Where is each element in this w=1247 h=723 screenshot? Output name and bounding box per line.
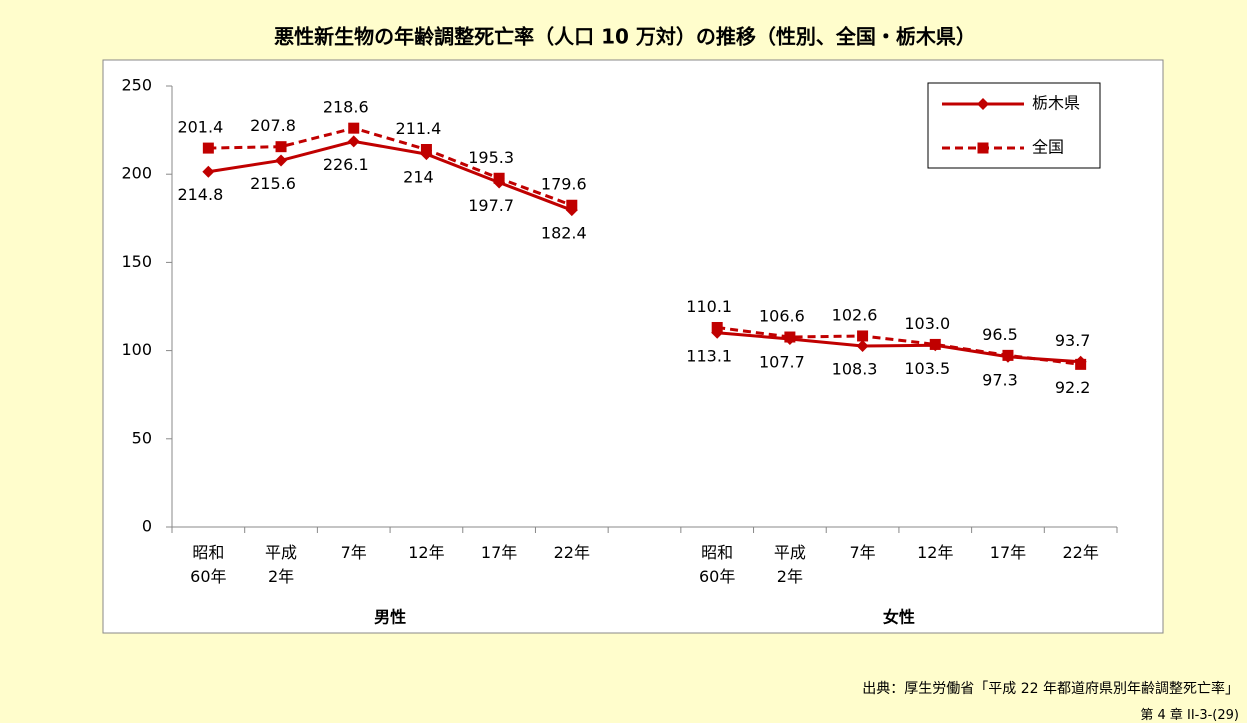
data-label: 96.5 bbox=[982, 325, 1018, 344]
data-label: 218.6 bbox=[323, 98, 369, 117]
x-tick-label: 12年 bbox=[408, 543, 445, 562]
legend-box bbox=[927, 82, 1101, 169]
marker bbox=[202, 142, 214, 154]
marker bbox=[977, 142, 989, 154]
page-number: 第 4 章 II-3-(29) bbox=[1140, 708, 1239, 723]
x-tick-label: 7年 bbox=[849, 543, 876, 562]
marker bbox=[1002, 349, 1014, 361]
marker bbox=[202, 165, 215, 178]
data-label: 110.1 bbox=[686, 297, 732, 316]
data-label: 195.3 bbox=[468, 148, 514, 167]
marker bbox=[929, 338, 941, 350]
group-label: 男性 bbox=[374, 608, 406, 627]
data-label: 103.0 bbox=[904, 314, 950, 333]
data-label: 197.7 bbox=[468, 196, 514, 215]
x-tick-label: 平成 2年 bbox=[265, 543, 298, 586]
marker bbox=[784, 331, 796, 343]
data-label: 214 bbox=[403, 168, 434, 187]
group-label: 女性 bbox=[883, 608, 915, 627]
marker bbox=[1075, 358, 1087, 370]
x-tick-label: 昭和 60年 bbox=[699, 543, 736, 586]
y-tick-label: 100 bbox=[121, 340, 152, 359]
source: 出典：厚生労働省「平成 22 年都道府県別年齢調整死亡率」 bbox=[862, 681, 1239, 697]
marker bbox=[275, 154, 288, 167]
data-label: 97.3 bbox=[982, 370, 1018, 389]
x-tick-label: 平成 2年 bbox=[773, 543, 806, 586]
x-tick-label: 昭和 60年 bbox=[190, 543, 227, 586]
chart-title: 悪性新生物の年齢調整死亡率（人口 10 万対）の推移（性別、全国・栃木県） bbox=[274, 25, 976, 49]
data-label: 92.2 bbox=[1055, 378, 1091, 397]
data-label: 108.3 bbox=[832, 360, 878, 379]
x-tick-label: 22年 bbox=[553, 543, 590, 562]
marker bbox=[347, 135, 360, 148]
data-label: 182.4 bbox=[541, 224, 587, 243]
data-label: 107.7 bbox=[759, 352, 805, 371]
y-tick-label: 200 bbox=[121, 164, 152, 183]
x-tick-label: 17年 bbox=[989, 543, 1027, 562]
data-label: 103.5 bbox=[904, 359, 950, 378]
marker bbox=[857, 330, 869, 342]
legend-label: 栃木県 bbox=[1032, 94, 1080, 113]
y-tick-label: 250 bbox=[121, 76, 152, 95]
data-label: 106.6 bbox=[759, 307, 805, 326]
marker bbox=[420, 144, 432, 156]
series-line bbox=[208, 126, 1081, 366]
y-tick-label: 150 bbox=[121, 252, 152, 271]
data-label: 211.4 bbox=[396, 119, 442, 138]
data-label: 215.6 bbox=[250, 174, 296, 193]
marker bbox=[275, 141, 287, 153]
data-label: 102.6 bbox=[832, 305, 878, 324]
marker bbox=[493, 172, 505, 184]
data-label: 113.1 bbox=[686, 346, 732, 365]
data-label: 179.6 bbox=[541, 175, 587, 194]
data-label: 226.1 bbox=[323, 155, 369, 174]
data-label: 214.8 bbox=[177, 185, 223, 204]
x-tick-label: 7年 bbox=[340, 543, 367, 562]
marker bbox=[711, 321, 723, 333]
marker bbox=[566, 199, 578, 211]
legend-label: 全国 bbox=[1032, 138, 1064, 157]
marker bbox=[977, 98, 989, 110]
x-tick-label: 12年 bbox=[917, 543, 954, 562]
data-label: 207.8 bbox=[250, 116, 296, 135]
x-tick-label: 17年 bbox=[480, 543, 518, 562]
data-label: 201.4 bbox=[177, 118, 223, 137]
data-label: 93.7 bbox=[1055, 331, 1091, 350]
y-tick-label: 0 bbox=[142, 517, 152, 536]
marker bbox=[348, 122, 360, 134]
marker bbox=[856, 340, 869, 353]
y-tick-label: 50 bbox=[132, 428, 152, 447]
x-tick-label: 22年 bbox=[1062, 543, 1099, 562]
